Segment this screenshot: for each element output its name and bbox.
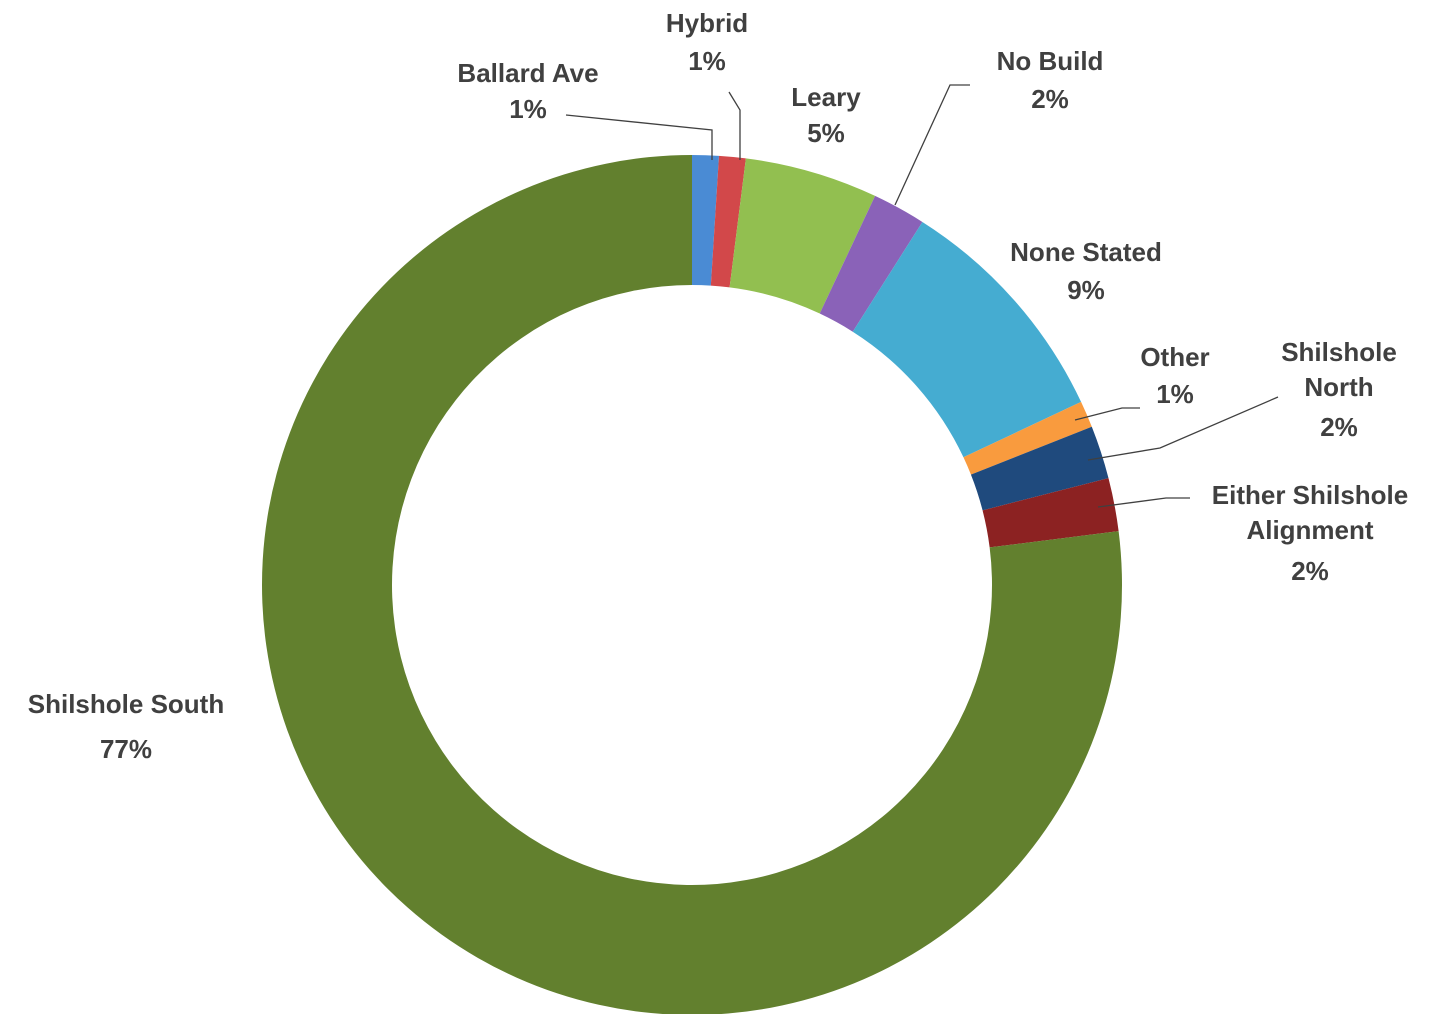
slice-labels: Ballard Ave 1% Hybrid 1% Leary 5% No Bui… (28, 8, 1408, 764)
slice-label-either-shilshole-alignment: Either Shilshole Alignment 2% (1212, 480, 1409, 586)
donut-slices (262, 155, 1122, 1014)
slice-label-percent: 77% (100, 734, 152, 764)
slice-label-percent: 1% (688, 46, 726, 76)
leader-line-either-shilshole (1097, 497, 1190, 508)
slice-label-name: Ballard Ave (457, 58, 598, 88)
slice-label-name: Either Shilshole (1212, 480, 1409, 510)
slice-label-percent: 2% (1031, 84, 1069, 114)
slice-label-name: None Stated (1010, 237, 1162, 267)
leader-line-shilshole-north (1087, 396, 1279, 461)
leader-line-hybrid (728, 91, 741, 160)
donut-slice-other (963, 401, 1092, 475)
slice-label-name: Alignment (1246, 515, 1373, 545)
slice-label-none-stated: None Stated 9% (1010, 237, 1162, 305)
donut-slice-ballard-ave (692, 155, 719, 286)
slice-label-name: Shilshole (1281, 337, 1397, 367)
slice-label-percent: 1% (509, 94, 547, 124)
slice-label-leary: Leary 5% (791, 82, 861, 148)
slice-label-hybrid: Hybrid 1% (666, 8, 748, 76)
donut-slice-none-stated (852, 221, 1082, 458)
slice-label-no-build: No Build 2% (997, 46, 1104, 114)
slice-label-name: No Build (997, 46, 1104, 76)
slice-label-shilshole-north: Shilshole North 2% (1281, 337, 1397, 442)
donut-slice-hybrid (710, 155, 746, 288)
slice-label-name: Leary (791, 82, 861, 112)
slice-label-percent: 1% (1156, 379, 1194, 409)
leader-line-other (1074, 407, 1140, 421)
slice-label-percent: 5% (807, 118, 845, 148)
slice-label-name: Hybrid (666, 8, 748, 38)
slice-label-percent: 2% (1320, 412, 1358, 442)
donut-slice-shilshole-south (262, 155, 1122, 1014)
slice-label-percent: 2% (1291, 556, 1329, 586)
slice-label-name: North (1304, 372, 1373, 402)
leader-line-ballard-ave (565, 114, 713, 160)
donut-slice-shilshole-north (970, 426, 1109, 511)
leader-lines (565, 84, 1279, 508)
slice-label-shilshole-south: Shilshole South 77% (28, 689, 224, 764)
donut-slice-no-build (819, 195, 923, 332)
leader-line-no-build (894, 84, 970, 206)
slice-label-other: Other 1% (1140, 342, 1209, 409)
donut-slice-leary (729, 158, 876, 314)
slice-label-percent: 9% (1067, 275, 1105, 305)
slice-label-name: Other (1140, 342, 1209, 372)
slice-label-ballard-ave: Ballard Ave 1% (457, 58, 598, 124)
slice-label-name: Shilshole South (28, 689, 224, 719)
donut-slice-either-shilshole-alignment (982, 478, 1119, 548)
